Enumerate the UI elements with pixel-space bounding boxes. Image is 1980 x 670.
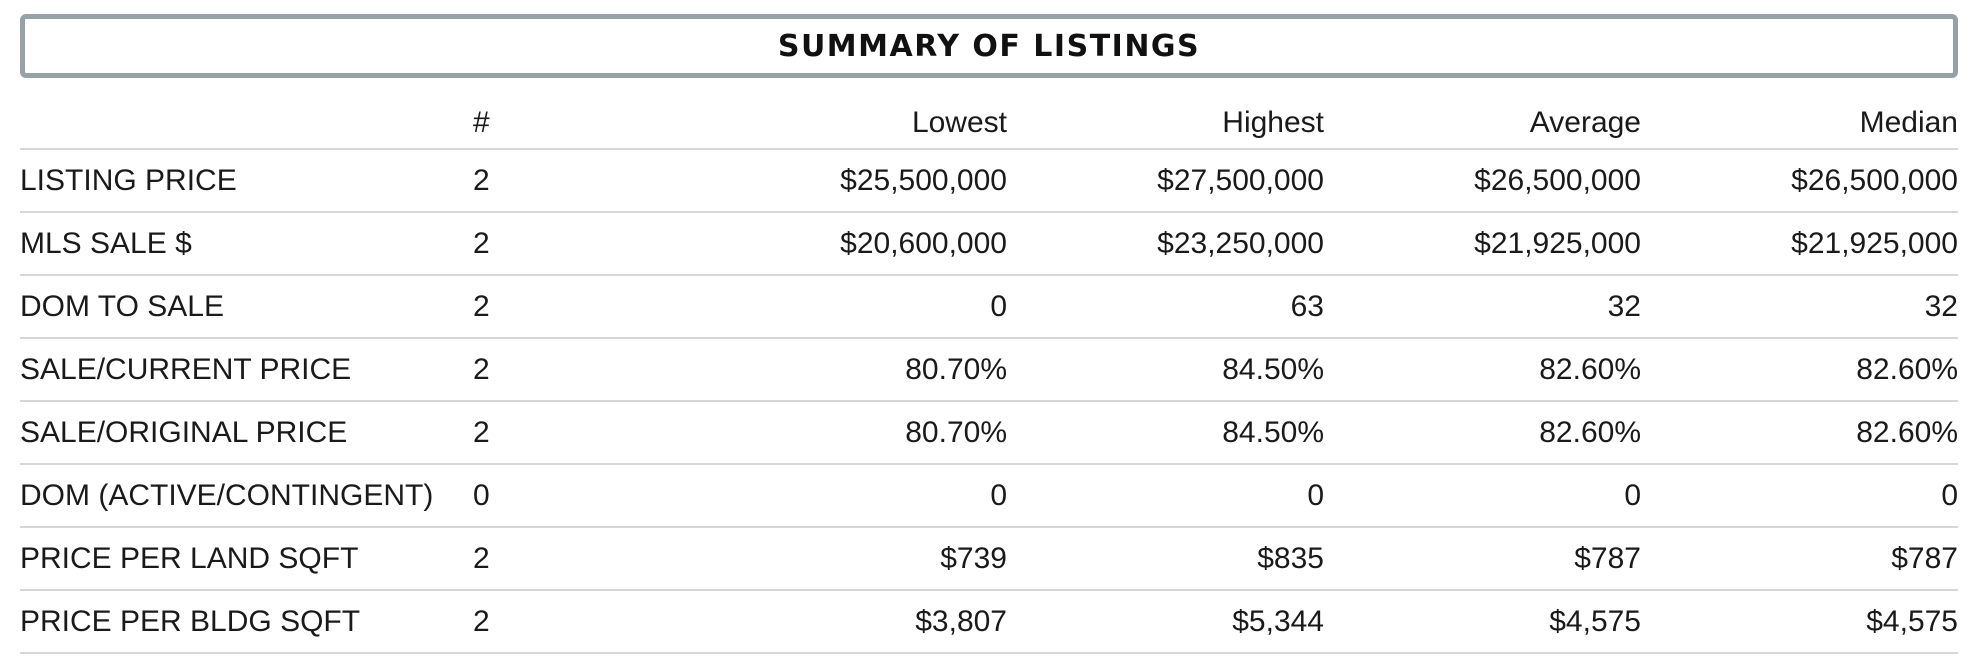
row-count: 2 [455,149,535,213]
row-median: $21,925,000 [1641,212,1958,276]
row-count: 2 [455,212,535,276]
row-highest: 0 [1007,464,1324,528]
row-count: 2 [455,275,535,339]
column-header-highest: Highest [1007,98,1324,150]
row-label: SALE/ORIGINAL PRICE [20,401,455,465]
row-median: 32 [1641,275,1958,339]
row-average: $787 [1324,527,1641,591]
table-header-row: # Lowest Highest Average Median [20,98,1958,150]
row-average: 0 [1324,464,1641,528]
row-average: $21,925,000 [1324,212,1641,276]
row-count: 0 [455,464,535,528]
row-median: 82.60% [1641,401,1958,465]
row-median: $787 [1641,527,1958,591]
row-average: $26,500,000 [1324,149,1641,213]
row-average: $4,575 [1324,590,1641,654]
row-lowest: 80.70% [535,401,1007,465]
row-count: 2 [455,527,535,591]
table-row: PRICE PER BLDG SQFT 2 $3,807 $5,344 $4,5… [20,590,1958,654]
row-median: 82.60% [1641,338,1958,402]
column-header-label [20,98,455,150]
row-label: PRICE PER BLDG SQFT [20,590,455,654]
summary-page: SUMMARY OF LISTINGS # Lowest Highest Ave… [20,14,1958,654]
table-row: MLS SALE $ 2 $20,600,000 $23,250,000 $21… [20,212,1958,276]
row-median: 0 [1641,464,1958,528]
row-lowest: $3,807 [535,590,1007,654]
table-row: PRICE PER LAND SQFT 2 $739 $835 $787 $78… [20,527,1958,591]
row-lowest: $739 [535,527,1007,591]
column-header-count: # [455,98,535,150]
row-lowest: 0 [535,464,1007,528]
summary-title: SUMMARY OF LISTINGS [777,28,1201,64]
row-label: MLS SALE $ [20,212,455,276]
row-highest: $835 [1007,527,1324,591]
row-highest: 84.50% [1007,338,1324,402]
row-highest: $23,250,000 [1007,212,1324,276]
row-label: DOM (ACTIVE/CONTINGENT) [20,464,455,528]
column-header-median: Median [1641,98,1958,150]
table-row: DOM (ACTIVE/CONTINGENT) 0 0 0 0 0 [20,464,1958,528]
row-lowest: 80.70% [535,338,1007,402]
row-label: DOM TO SALE [20,275,455,339]
row-label: SALE/CURRENT PRICE [20,338,455,402]
row-count: 2 [455,590,535,654]
column-header-lowest: Lowest [535,98,1007,150]
row-average: 82.60% [1324,338,1641,402]
row-lowest: $20,600,000 [535,212,1007,276]
table-row: DOM TO SALE 2 0 63 32 32 [20,275,1958,339]
row-highest: $5,344 [1007,590,1324,654]
column-header-average: Average [1324,98,1641,150]
table-row: LISTING PRICE 2 $25,500,000 $27,500,000 … [20,149,1958,213]
row-highest: 84.50% [1007,401,1324,465]
row-count: 2 [455,401,535,465]
row-average: 82.60% [1324,401,1641,465]
table-row: SALE/CURRENT PRICE 2 80.70% 84.50% 82.60… [20,338,1958,402]
table-row: SALE/ORIGINAL PRICE 2 80.70% 84.50% 82.6… [20,401,1958,465]
row-average: 32 [1324,275,1641,339]
row-median: $26,500,000 [1641,149,1958,213]
row-median: $4,575 [1641,590,1958,654]
row-highest: $27,500,000 [1007,149,1324,213]
row-label: PRICE PER LAND SQFT [20,527,455,591]
summary-title-box: SUMMARY OF LISTINGS [20,14,1958,78]
row-count: 2 [455,338,535,402]
row-highest: 63 [1007,275,1324,339]
row-lowest: 0 [535,275,1007,339]
row-lowest: $25,500,000 [535,149,1007,213]
summary-table: # Lowest Highest Average Median LISTING … [20,98,1958,654]
row-label: LISTING PRICE [20,149,455,213]
